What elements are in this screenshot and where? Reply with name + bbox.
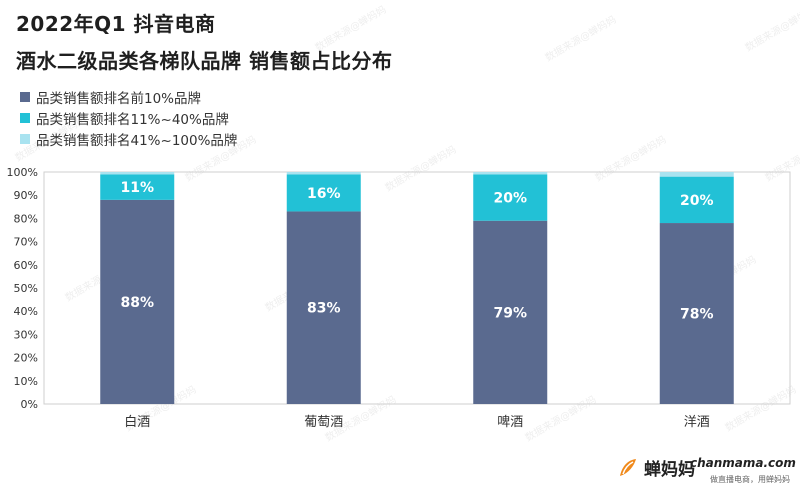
y-tick-label: 10% [14, 375, 38, 388]
plot-frame [43, 171, 791, 405]
y-tick-label: 30% [14, 328, 38, 341]
bar-segment [100, 199, 175, 404]
brand-logo: 蝉妈妈 [616, 455, 695, 480]
bar-segment [473, 172, 548, 175]
legend-swatch-11-40 [20, 112, 30, 123]
legend-label-11-40: 品类销售额排名11%~40%品牌 [36, 111, 229, 128]
y-tick-label: 90% [14, 189, 38, 202]
brand-logo-text: 蝉妈妈 [644, 460, 695, 480]
bar-segment [659, 172, 734, 177]
y-tick-label: 40% [14, 305, 38, 318]
bar-segment [100, 174, 175, 200]
x-category-label: 啤酒 [497, 415, 523, 430]
legend: 品类销售额排名前10%品牌 品类销售额排名11%~40%品牌 品类销售额排名41… [20, 86, 237, 149]
y-tick-label: 80% [14, 212, 38, 225]
y-tick-label: 0% [21, 398, 38, 411]
legend-swatch-41-100 [20, 133, 30, 144]
legend-swatch-top10 [20, 91, 30, 102]
legend-item-11-40: 品类销售额排名11%~40%品牌 [20, 107, 237, 128]
bar-data-label: 83% [307, 301, 341, 317]
legend-item-41-100: 品类销售额排名41%~100%品牌 [20, 128, 237, 149]
bar-segment [286, 211, 361, 404]
brand-url: chanmama.com [690, 456, 796, 470]
bar-segment [659, 176, 734, 224]
y-tick-label: 20% [14, 352, 38, 365]
legend-label-top10: 品类销售额排名前10%品牌 [36, 90, 202, 107]
x-category-label: 白酒 [124, 414, 150, 430]
y-tick-label: 70% [14, 236, 38, 249]
bar-data-label: 11% [120, 180, 154, 196]
cicada-logo-icon [620, 458, 636, 476]
chart-title-line2: 酒水二级品类各梯队品牌 销售额占比分布 [16, 49, 393, 73]
bar-data-label: 78% [680, 307, 714, 323]
y-tick-label: 50% [14, 282, 38, 295]
y-tick-label: 60% [14, 259, 38, 272]
bar-data-label: 88% [120, 295, 154, 311]
bar-segment [286, 174, 361, 212]
bar-data-label: 16% [307, 186, 341, 202]
bar-segment [473, 220, 548, 404]
legend-label-41-100: 品类销售额排名41%~100%品牌 [36, 132, 238, 149]
legend-item-top10: 品类销售额排名前10%品牌 [20, 86, 237, 107]
x-category-label: 葡萄酒 [304, 415, 343, 430]
x-category-label: 洋酒 [684, 415, 710, 430]
bar-data-label: 20% [680, 193, 714, 209]
brand-tagline: 做直播电商，用蝉妈妈 [710, 475, 790, 484]
bar-segment [659, 223, 734, 404]
chart-title-line1: 2022年Q1 抖音电商 [16, 12, 216, 36]
y-tick-label: 100% [7, 166, 38, 179]
bar-segment [100, 172, 175, 175]
bar-data-label: 20% [493, 191, 527, 207]
bar-segment [286, 172, 361, 175]
bar-segment [473, 174, 548, 221]
bar-data-label: 79% [493, 305, 527, 321]
